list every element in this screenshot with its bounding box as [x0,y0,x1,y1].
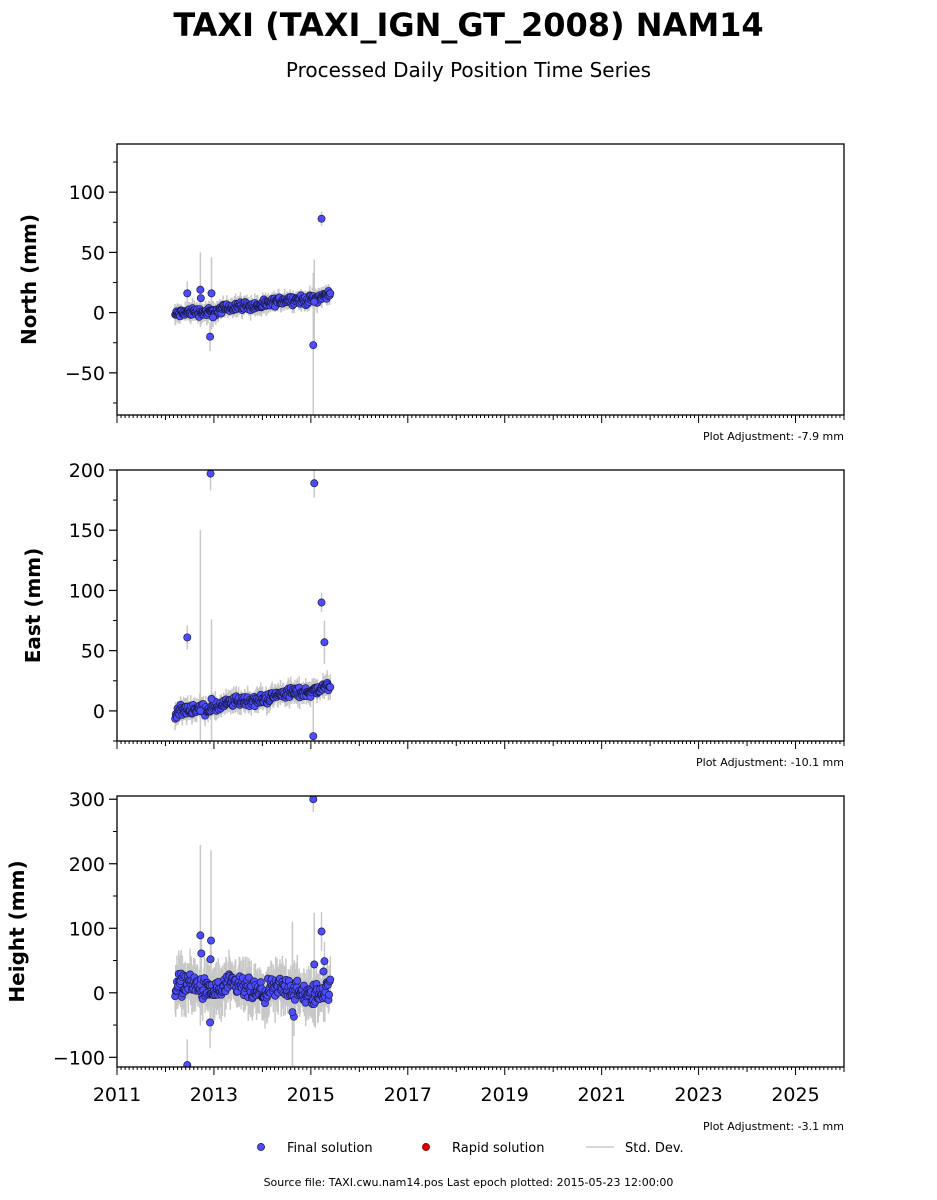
legend-final-label: Final solution [287,1141,373,1156]
legend-final-marker [257,1143,265,1151]
data-point [293,976,302,985]
y-axis-label: East (mm) [21,548,45,664]
y-tick-label: 200 [69,460,105,482]
plot-frame [116,143,845,416]
chart-subtitle: Processed Daily Position Time Series [285,58,652,82]
y-tick-label: 150 [69,520,105,542]
data-point [325,990,334,999]
data-point [310,960,319,969]
y-tick-label: 50 [81,242,105,264]
data-point [317,214,326,223]
y-tick-label: 0 [93,701,105,723]
plot-frame [116,795,845,1068]
data-point [197,949,206,958]
legend-stddev-label: Std. Dev. [625,1141,684,1156]
data-point [309,341,318,350]
y-axis-label: North (mm) [17,214,41,345]
y-tick-label: 100 [69,918,105,940]
y-tick-label: −50 [65,363,105,385]
y-tick-label: 50 [81,641,105,663]
data-point [309,732,318,741]
x-tick-label: 2013 [190,1084,238,1106]
data-point [206,332,215,341]
data-point [320,638,329,647]
data-point [207,694,216,703]
data-point [317,598,326,607]
data-point [207,936,215,945]
x-tick-label: 2025 [771,1084,819,1106]
data-point [196,706,205,715]
x-tick-label: 2017 [384,1084,432,1106]
legend-rapid-marker [422,1143,430,1151]
data-point [183,633,192,642]
data-point [309,796,318,804]
data-point [196,285,205,294]
data-point [244,973,253,982]
data-point [206,955,215,964]
plot-adjustment-note: Plot Adjustment: -10.1 mm [696,756,844,769]
data-point [317,927,326,936]
plot-adjustment-note: Plot Adjustment: -3.1 mm [703,1120,844,1133]
data-point [183,1061,192,1067]
x-tick-label: 2015 [287,1084,335,1106]
data-point [209,313,217,322]
y-tick-label: 300 [69,789,105,811]
data-point [310,297,319,306]
source-footer: Source file: TAXI.cwu.nam14.pos Last epo… [263,1176,674,1189]
data-point [183,289,192,298]
data-point [326,975,335,984]
y-tick-label: 100 [69,580,105,602]
data-point [196,294,205,303]
y-tick-label: 200 [69,854,105,876]
data-point [320,957,329,966]
plot-adjustment-note: Plot Adjustment: -7.9 mm [703,430,844,443]
data-point [326,683,335,692]
x-tick-label: 2021 [577,1084,625,1106]
data-point [310,479,319,488]
y-tick-label: 0 [93,303,105,325]
data-point [206,1018,215,1027]
y-tick-label: 0 [93,983,105,1005]
data-point [207,289,216,298]
data-point [326,289,335,298]
chart-title: TAXI (TAXI_IGN_GT_2008) NAM14 [173,6,764,44]
x-tick-label: 2019 [481,1084,529,1106]
x-tick-label: 2011 [93,1084,141,1106]
data-point [288,1008,297,1017]
data-point [196,931,205,940]
y-tick-label: 100 [69,182,105,204]
data-point [206,470,215,478]
data-point [319,967,328,976]
y-tick-label: −100 [53,1047,105,1069]
legend-rapid-label: Rapid solution [452,1141,544,1156]
x-tick-label: 2023 [674,1084,722,1106]
y-axis-label: Height (mm) [5,860,29,1002]
